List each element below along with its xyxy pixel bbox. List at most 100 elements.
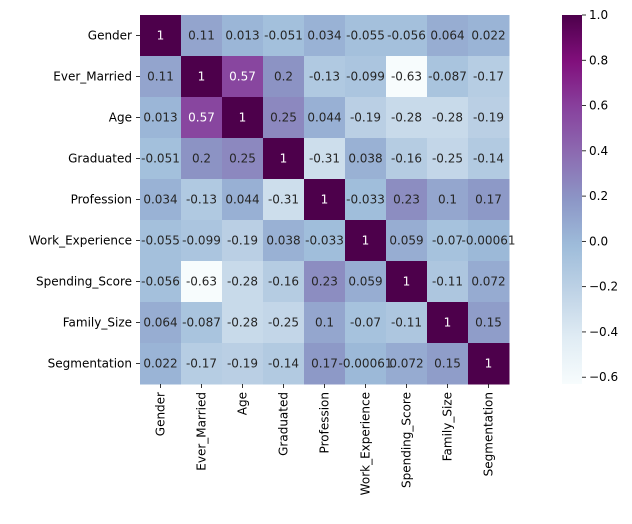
heatmap-cell [427,56,469,98]
cell-value-label: 0.25 [270,111,297,125]
cell-value-label: -0.07 [350,316,381,330]
heatmap-cell [140,15,182,57]
heatmap-cell [140,97,182,139]
cell-value-label: -0.056 [141,275,180,289]
cell-value-label: 0.2 [192,152,211,166]
cell-value-label: -0.07 [432,234,463,248]
cell-value-label: 1 [403,275,411,289]
cell-value-label: 0.17 [311,357,338,371]
heatmap-cell [468,343,510,385]
cell-value-label: -0.14 [268,357,299,371]
y-tick-label: Profession [71,193,132,207]
heatmap-cell [386,343,428,385]
heatmap-cell [345,56,387,98]
heatmap-cell [427,15,469,57]
cell-value-label: -0.051 [141,152,180,166]
cell-value-label: 0.15 [434,357,461,371]
cell-value-label: -0.13 [309,70,340,84]
cell-value-label: -0.19 [227,234,258,248]
cell-value-label: 0.034 [307,29,341,43]
x-axis: Gender Ever_Married Age Graduated Profession… [154,384,496,495]
heatmap-cell [222,343,264,385]
heatmap-cell [468,302,510,344]
heatmap-cell [140,179,182,221]
cell-value-label: 0.2 [274,70,293,84]
colorbar-tick-label: 0.6 [589,99,608,113]
heatmap-cell [263,343,305,385]
cell-value-label: 1 [157,29,165,43]
cell-value-label: 0.059 [389,234,423,248]
cell-value-label: 1 [280,152,288,166]
x-tick-label: Work_Experience [359,392,373,495]
heatmap-cell [386,138,428,180]
colorbar-tick-label: 1.0 [589,8,608,22]
cell-value-label: -0.28 [227,316,258,330]
heatmap-cell [304,56,346,98]
cell-value-label: 1 [198,70,206,84]
cell-value-label: 1 [444,316,452,330]
colorbar: 1.0 0.8 0.6 0.4 0.2 0.0 −0.2 −0.4 −0.6 [562,8,618,384]
cell-value-label: -0.31 [309,152,340,166]
x-tick-label: Family_Size [441,392,455,461]
cell-value-label: 0.11 [147,70,174,84]
cell-value-label: -0.25 [268,316,299,330]
heatmap-cell [181,343,223,385]
cell-value-label: 1 [239,111,247,125]
cell-value-label: -0.19 [350,111,381,125]
cell-value-label: 0.013 [225,29,259,43]
y-tick-label: Graduated [68,152,132,166]
heatmap-cell [181,220,223,262]
cell-value-label: -0.055 [346,29,385,43]
cell-value-label: 0.1 [438,193,457,207]
heatmap-cell [181,138,223,180]
cell-value-label: -0.14 [473,152,504,166]
cell-value-label: -0.13 [186,193,217,207]
cell-value-label: -0.63 [186,275,217,289]
heatmap-cell [140,138,182,180]
heatmap-cell [304,138,346,180]
y-tick-label: Ever_Married [53,70,132,84]
heatmap-cell [427,220,469,262]
cell-value-label: 0.013 [143,111,177,125]
cell-value-label: 0.17 [475,193,502,207]
cell-value-label: 0.064 [143,316,177,330]
heatmap-cell [263,15,305,57]
heatmap-cell [468,261,510,303]
colorbar-tick-label: 0.0 [589,234,608,248]
heatmap-cell [427,302,469,344]
cell-value-label: 0.1 [315,316,334,330]
heatmap-cell [345,179,387,221]
cell-value-label: 0.23 [393,193,420,207]
cell-value-label: -0.16 [268,275,299,289]
cell-value-label: -0.087 [182,316,221,330]
heatmap-cell [345,138,387,180]
heatmap-cell [304,97,346,139]
heatmap-cell [263,220,305,262]
heatmap-cell [468,97,510,139]
cell-annotations: 1 0.11 0.013 -0.051 0.034 -0.055 -0.056 0.064 0.… [141,29,515,371]
heatmap-cell [386,15,428,57]
x-tick-label: Segmentation [482,392,496,476]
heatmap-cell [181,179,223,221]
heatmap-cell [222,261,264,303]
cell-value-label: -0.055 [141,234,180,248]
cell-value-label: -0.11 [432,275,463,289]
cell-value-label: -0.31 [268,193,299,207]
colorbar-tick-label: −0.4 [589,325,618,339]
heatmap-cell [345,343,387,385]
heatmap-cell [427,179,469,221]
cell-value-label: -0.28 [227,275,258,289]
y-tick-label: Gender [88,29,132,43]
cell-value-label: 0.044 [225,193,259,207]
cell-value-label: -0.19 [227,357,258,371]
colorbar-tick-label: −0.2 [589,280,618,294]
heatmap-cell [222,302,264,344]
cell-value-label: -0.033 [305,234,344,248]
heatmap-cell [386,261,428,303]
heatmap-cell [140,261,182,303]
heatmap-cell [263,179,305,221]
heatmap-cell [140,343,182,385]
cell-value-label: -0.28 [391,111,422,125]
x-tick-label: Spending_Score [400,392,414,488]
